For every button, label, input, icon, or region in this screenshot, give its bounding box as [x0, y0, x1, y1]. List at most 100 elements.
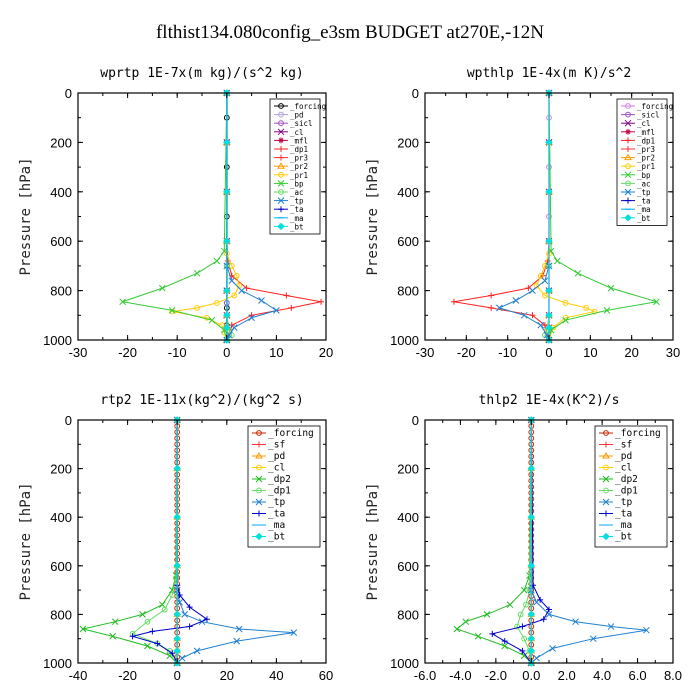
legend-marker	[625, 103, 631, 109]
x-tick-label: -4.0	[449, 668, 471, 683]
data-point	[173, 647, 181, 655]
data-point	[273, 307, 280, 314]
x-tick-label: 0.0	[522, 668, 540, 683]
series-line	[536, 93, 597, 341]
data-point	[527, 513, 535, 521]
y-tick-label: 400	[50, 510, 72, 525]
legend-marker	[624, 153, 632, 161]
data-point	[462, 618, 470, 626]
legend-marker	[277, 222, 285, 231]
panel-title: wprtp 1E-7x(m kg)/(s^2 kg)	[100, 66, 304, 81]
data-point	[231, 292, 238, 299]
y-tick-label: 200	[50, 462, 72, 477]
data-point	[158, 284, 166, 292]
legend-marker	[256, 464, 262, 471]
data-point	[546, 606, 552, 613]
series-line	[172, 93, 240, 341]
data-point	[223, 323, 231, 332]
legend-label: _dp1	[615, 486, 638, 497]
legend-label: _ma	[615, 520, 632, 531]
data-point	[288, 304, 295, 311]
data-point	[144, 618, 151, 625]
x-tick-label: 60	[319, 668, 333, 683]
legend-label: _dp1	[290, 145, 308, 154]
x-tick-label: -20	[118, 345, 137, 360]
series-line	[82, 419, 178, 664]
data-point	[161, 606, 168, 613]
x-tick-label: 10	[269, 345, 283, 360]
data-point	[562, 316, 569, 324]
data-point	[523, 601, 529, 608]
data-point	[519, 623, 526, 630]
y-tick-label: 0	[412, 413, 419, 428]
data-point	[453, 625, 461, 633]
data-point	[79, 625, 87, 633]
legend-marker	[625, 146, 631, 152]
data-point	[290, 629, 298, 636]
data-point	[512, 297, 520, 304]
legend-marker	[256, 510, 262, 517]
data-point	[527, 610, 535, 619]
legend: _forcing_sicl_cl_mfl_dp1_pr3_pr2_pr1_bp_…	[616, 98, 673, 226]
legend-label: _bp	[290, 179, 304, 188]
data-point	[173, 513, 181, 521]
data-point	[537, 596, 544, 603]
series-group	[79, 416, 298, 667]
data-point	[173, 464, 181, 473]
x-tick-label: -40	[69, 668, 88, 683]
legend-marker	[277, 128, 285, 136]
legend-label: _bt	[637, 214, 651, 223]
data-point	[562, 300, 569, 306]
legend-label: _pr3	[290, 154, 308, 163]
data-point	[154, 640, 161, 647]
legend-marker	[625, 163, 631, 170]
series-line	[122, 92, 228, 341]
data-point	[517, 611, 524, 618]
data-point	[223, 286, 231, 295]
data-point	[248, 314, 255, 322]
legend-label: _sf	[268, 440, 285, 451]
y-axis-label: Pressure [hPa]	[18, 482, 34, 600]
data-point	[607, 284, 615, 292]
data-point	[186, 604, 193, 611]
y-tick-label: 600	[397, 234, 419, 249]
y-tick-label: 200	[397, 462, 419, 477]
data-point	[533, 654, 540, 662]
legend-box	[594, 425, 668, 548]
data-point	[529, 287, 536, 294]
legend-marker	[277, 180, 285, 187]
x-tick-label: 0	[545, 345, 552, 360]
panel-title: rtp2 1E-11x(kg^2)/(kg^2 s)	[100, 393, 304, 408]
data-point	[258, 297, 265, 304]
chart-panel-4: thlp2 1E-4x(K^2)/s Pressure [hPa] -6.0 -4.0…	[365, 393, 682, 683]
panel-title: wpthlp 1E-4x(m K)/s^2	[467, 66, 631, 81]
legend-label: _cl	[615, 463, 632, 474]
data-point	[109, 632, 117, 640]
legend-marker	[278, 111, 284, 118]
x-tick-label: 8.0	[664, 668, 682, 683]
legend-label: _sicl	[290, 119, 313, 128]
legend-label: _dp2	[615, 474, 638, 485]
legend-label: _pr1	[290, 171, 308, 180]
legend: _forcing_sf_pd_cl_dp2_dp1_tp_ta_ma_bt	[247, 425, 321, 548]
data-point	[545, 323, 553, 332]
panels: wprtp 1E-7x(m kg)/(s^2 kg) Pressure [hPa]…	[18, 66, 682, 683]
chart-panel-2: wpthlp 1E-4x(m K)/s^2 Pressure [hPa] -30 -2…	[365, 66, 680, 360]
x-tick-label: -30	[69, 345, 88, 360]
x-tick-label: 4.0	[593, 668, 611, 683]
x-tick-label: -10	[168, 345, 187, 360]
data-point	[149, 628, 156, 635]
series-line	[226, 93, 278, 341]
data-point	[520, 586, 528, 594]
data-point	[208, 316, 216, 324]
legend-label: _forcing	[615, 428, 661, 439]
legend-label: _ac	[290, 188, 304, 197]
legend-marker	[278, 171, 284, 178]
data-point	[193, 269, 201, 277]
data-point	[213, 300, 220, 306]
x-tick-label: 20	[624, 345, 638, 360]
legend-label: _pr1	[637, 162, 655, 171]
legend-label: _sicl	[637, 111, 660, 120]
y-tick-label: 1000	[43, 656, 72, 671]
legend-label: _dp2	[268, 474, 291, 485]
